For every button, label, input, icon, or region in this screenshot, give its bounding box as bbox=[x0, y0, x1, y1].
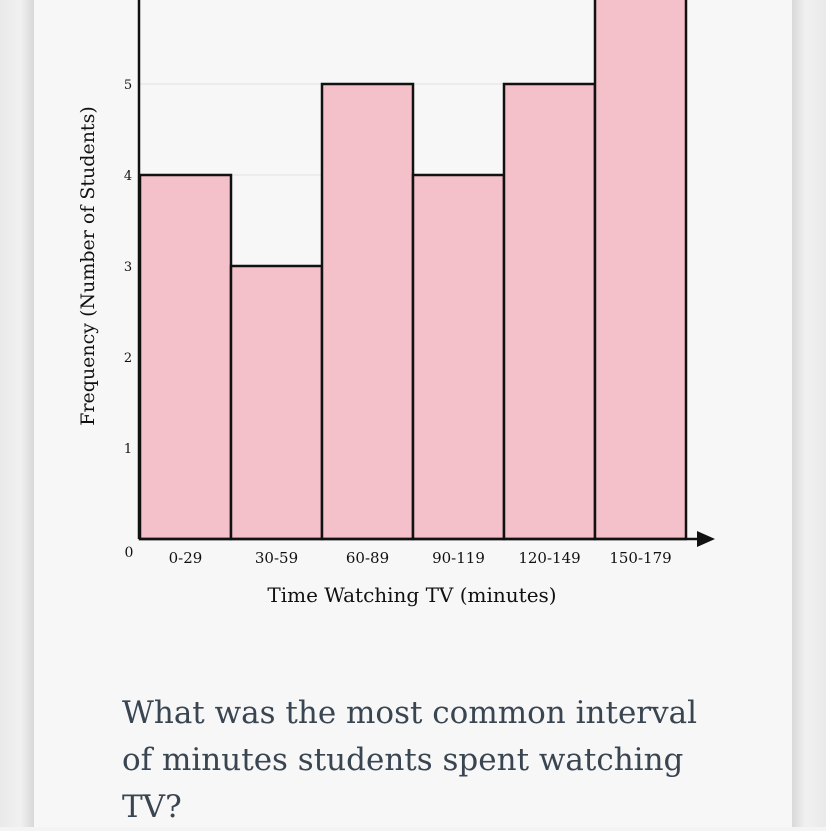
y-tick-labels: 1 2 3 4 5 bbox=[124, 78, 132, 457]
left-shadow-edge bbox=[0, 0, 34, 827]
x-tick-label: 120-149 bbox=[518, 549, 580, 567]
x-tick-label: 60-89 bbox=[346, 549, 389, 567]
bar-120-149 bbox=[502, 82, 597, 541]
right-shadow-edge bbox=[792, 0, 826, 827]
bar-150-179 bbox=[593, 0, 688, 541]
bar-30-59 bbox=[229, 264, 324, 541]
bars bbox=[138, 0, 688, 541]
y-tick-label: 2 bbox=[124, 351, 132, 366]
bar-60-89 bbox=[320, 82, 415, 541]
origin-label: 0 bbox=[125, 545, 134, 561]
x-tick-label: 90-119 bbox=[432, 549, 485, 567]
x-tick-label: 150-179 bbox=[609, 549, 671, 567]
x-tick-label: 0-29 bbox=[169, 549, 203, 567]
x-tick-label: 30-59 bbox=[255, 549, 298, 567]
y-tick-label: 4 bbox=[124, 169, 132, 184]
question-text: What was the most common interval of min… bbox=[122, 695, 698, 825]
y-tick-label: 5 bbox=[124, 78, 132, 93]
y-tick-label: 1 bbox=[124, 442, 132, 457]
histogram-chart: 1 2 3 4 5 0-29 30-59 60-89 90-119 120-149 150-179… bbox=[77, 0, 715, 607]
x-axis-arrow-icon bbox=[697, 531, 715, 547]
x-tick-labels: 0-29 30-59 60-89 90-119 120-149 150-179 bbox=[169, 549, 672, 567]
y-tick-label: 3 bbox=[124, 260, 132, 275]
axes bbox=[137, 0, 715, 547]
y-axis-title: Frequency (Number of Students) bbox=[77, 106, 99, 425]
bar-90-119 bbox=[411, 173, 506, 541]
bar-0-29 bbox=[138, 173, 233, 541]
x-axis-title: Time Watching TV (minutes) bbox=[267, 583, 556, 607]
